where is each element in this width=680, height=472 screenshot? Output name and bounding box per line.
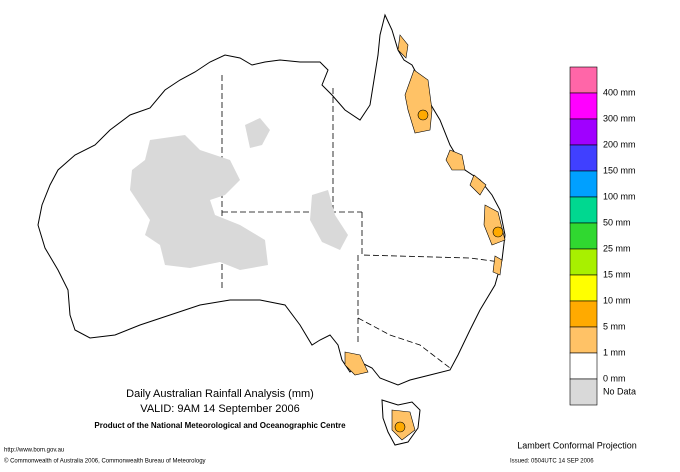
valid-time: VALID: 9AM 14 September 2006: [140, 403, 299, 415]
legend-swatch: [569, 248, 598, 276]
legend-label: No Data: [603, 386, 636, 396]
rain-area: [469, 174, 487, 196]
legend-label: 200 mm: [603, 139, 636, 149]
legend-swatch: [569, 274, 598, 302]
rain-center: [394, 421, 406, 433]
map-title: Daily Australian Rainfall Analysis (mm): [126, 388, 314, 400]
legend-swatch: [569, 92, 598, 120]
rain-area: [344, 351, 369, 376]
legend-swatch: [569, 170, 598, 198]
legend-swatch: [569, 118, 598, 146]
legend-swatch: [569, 378, 598, 406]
legend-swatch: [569, 196, 598, 224]
product-note: Product of the National Meteorological a…: [94, 421, 346, 430]
url: http://www.bom.gov.au: [4, 448, 64, 454]
legend-swatch: [569, 352, 598, 380]
legend-swatch: [569, 222, 598, 250]
legend-label: 25 mm: [603, 243, 631, 253]
legend-label: 0 mm: [603, 373, 626, 383]
copyright: © Commonwealth of Australia 2006, Common…: [4, 458, 206, 465]
state-border: [361, 212, 501, 263]
state-border: [357, 317, 451, 369]
legend-label: 150 mm: [603, 165, 636, 175]
issued: Issued: 0504UTC 14 SEP 2006: [510, 459, 594, 465]
legend-swatch: [569, 144, 598, 172]
australia-mainland: [37, 13, 506, 386]
no-data-area: [310, 190, 348, 250]
legend-label: 50 mm: [603, 217, 631, 227]
rain-center: [492, 226, 504, 238]
legend-swatch: [569, 66, 598, 94]
legend-label: 5 mm: [603, 321, 626, 331]
rain-area: [397, 34, 409, 59]
legend-label: 10 mm: [603, 295, 631, 305]
map: [37, 13, 506, 446]
legend-swatch: [569, 326, 598, 354]
legend-swatch: [569, 300, 598, 328]
rain-center: [417, 109, 429, 121]
projection: Lambert Conformal Projection: [517, 440, 637, 450]
no-data-area: [130, 135, 268, 270]
rain-area: [492, 255, 503, 276]
legend-label: 400 mm: [603, 87, 636, 97]
no-data-areas: [130, 118, 348, 270]
legend: 400 mm 300 mm 200 mm 150 mm 100 mm 50 mm 25 mm…: [569, 66, 636, 406]
legend-label: 300 mm: [603, 113, 636, 123]
legend-label: 100 mm: [603, 191, 636, 201]
legend-label: 15 mm: [603, 269, 631, 279]
no-data-area: [245, 118, 270, 148]
legend-label: 1 mm: [603, 347, 626, 357]
rain-area: [445, 149, 466, 171]
rain-areas: [344, 34, 506, 441]
